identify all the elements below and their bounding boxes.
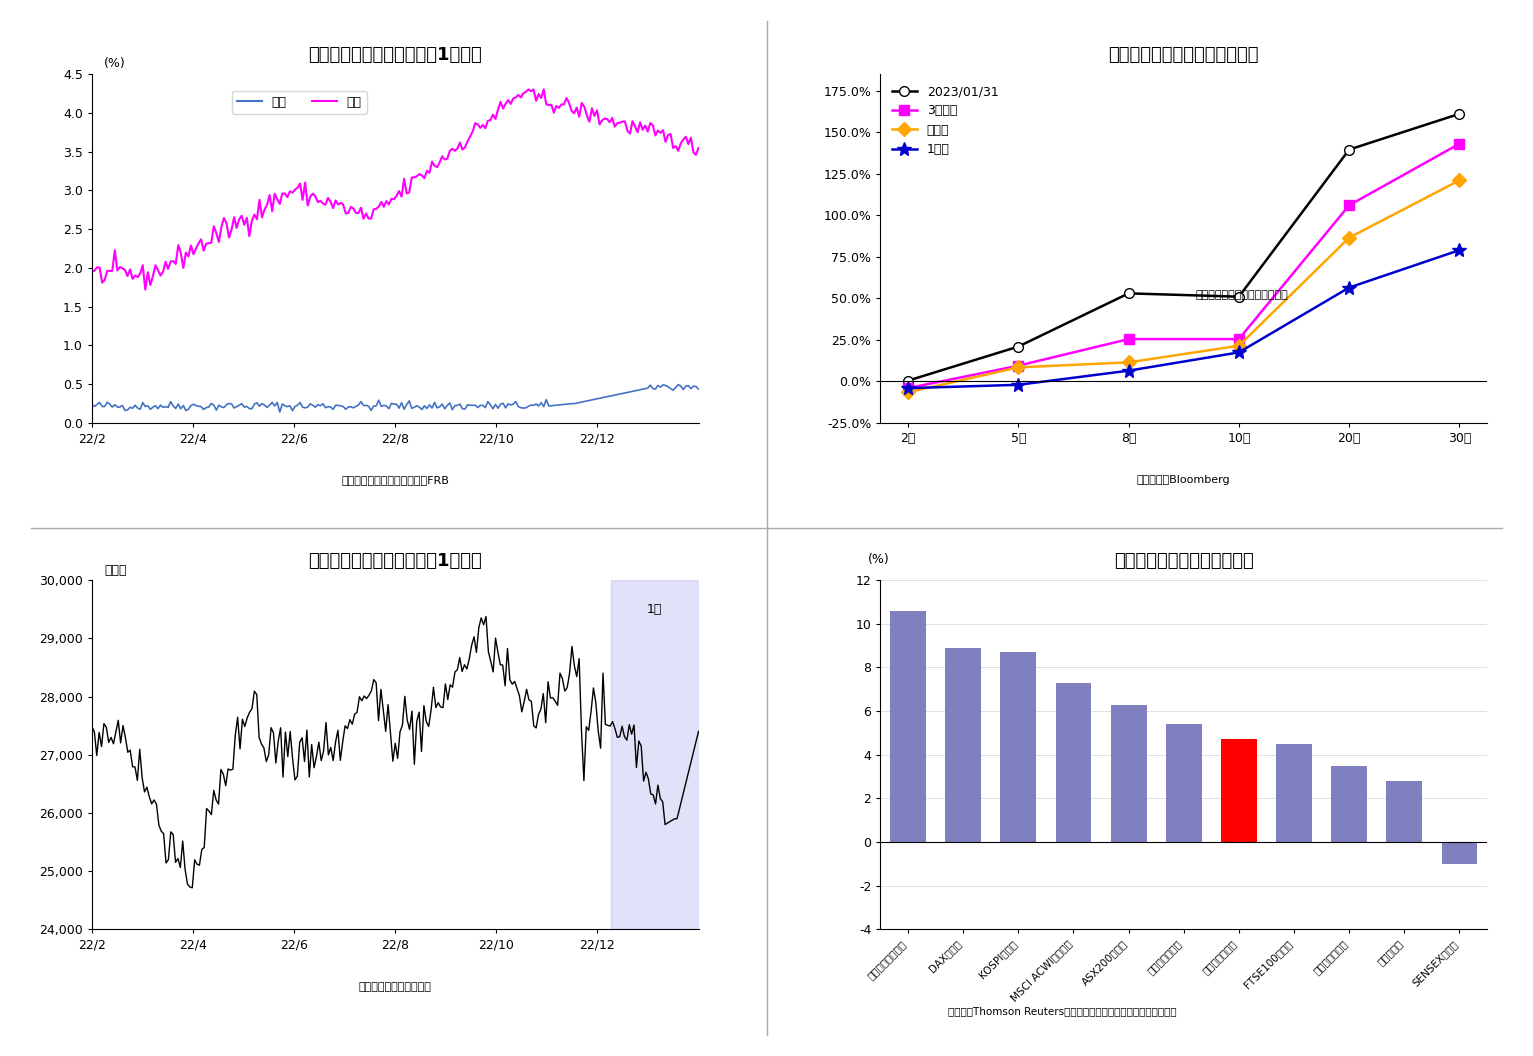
3ヶ月前	[1009, 359, 1027, 372]
2023/01/31	[1119, 287, 1137, 300]
Bar	[1331, 766, 1367, 842]
1年前	[1229, 346, 1248, 359]
Title: 主要国株価の騰落率（１月）: 主要国株価の騰落率（１月）	[1114, 552, 1254, 570]
Line: 3ヶ月前: 3ヶ月前	[903, 139, 1464, 393]
Line: 1年前: 1年前	[901, 243, 1467, 395]
半年前	[1009, 361, 1027, 374]
3ヶ月前	[1119, 333, 1137, 345]
Text: 1月: 1月	[647, 603, 662, 617]
Bar	[891, 610, 926, 842]
3ヶ月前	[1340, 199, 1358, 211]
Bar	[1111, 704, 1147, 842]
1年前	[898, 382, 917, 395]
半年前	[1340, 231, 1358, 244]
2023/01/31	[1450, 108, 1469, 120]
2023/01/31	[1009, 340, 1027, 353]
Bar	[1441, 842, 1478, 864]
3ヶ月前	[1229, 333, 1248, 345]
Text: （円）: （円）	[104, 564, 127, 577]
1年前	[1009, 378, 1027, 391]
2023/01/31	[898, 374, 917, 386]
Text: 〔データ〕Bloomberg: 〔データ〕Bloomberg	[1137, 475, 1231, 486]
Line: 2023/01/31: 2023/01/31	[903, 109, 1464, 385]
Line: 半年前: 半年前	[903, 175, 1464, 397]
Title: 日経平均株価の推移（直近1年間）: 日経平均株価の推移（直近1年間）	[308, 552, 481, 570]
Text: 〔データ〕日本証券業協会、FRB: 〔データ〕日本証券業協会、FRB	[342, 475, 449, 486]
3ヶ月前	[898, 382, 917, 395]
Legend: 日本, 米国: 日本, 米国	[231, 91, 366, 114]
Title: 日米長期金利の推移（直近1年間）: 日米長期金利の推移（直近1年間）	[308, 46, 481, 64]
半年前	[898, 385, 917, 398]
Bar	[1165, 724, 1202, 842]
1年前	[1119, 364, 1137, 377]
Legend: 2023/01/31, 3ヶ月前, 半年前, 1年前: 2023/01/31, 3ヶ月前, 半年前, 1年前	[886, 80, 1004, 161]
半年前	[1119, 356, 1137, 369]
Bar	[1386, 780, 1423, 842]
3ヶ月前	[1450, 137, 1469, 150]
Bar	[946, 647, 981, 842]
Bar	[1220, 739, 1257, 842]
Text: 〔データ〕日本経済新聞: 〔データ〕日本経済新聞	[359, 982, 432, 992]
Bar	[1001, 653, 1036, 842]
Text: （資料）Thomson Reuters　　（注）当月終値の前月終値との比較: （資料）Thomson Reuters （注）当月終値の前月終値との比較	[947, 1006, 1177, 1016]
半年前	[1229, 339, 1248, 352]
1年前	[1340, 281, 1358, 294]
Text: (%): (%)	[104, 57, 126, 71]
Bar	[1056, 683, 1091, 842]
2023/01/31	[1229, 290, 1248, 303]
Bar	[1275, 743, 1312, 842]
Title: 日本国債イールドカーブの変化: 日本国債イールドカーブの変化	[1108, 46, 1259, 64]
Text: (%): (%)	[868, 553, 891, 566]
Text: 過去の形状はいずれも月末時点: 過去の形状はいずれも月末時点	[1196, 290, 1289, 300]
半年前	[1450, 174, 1469, 187]
2023/01/31	[1340, 144, 1358, 156]
1年前	[1450, 244, 1469, 257]
Bar	[610, 580, 699, 929]
